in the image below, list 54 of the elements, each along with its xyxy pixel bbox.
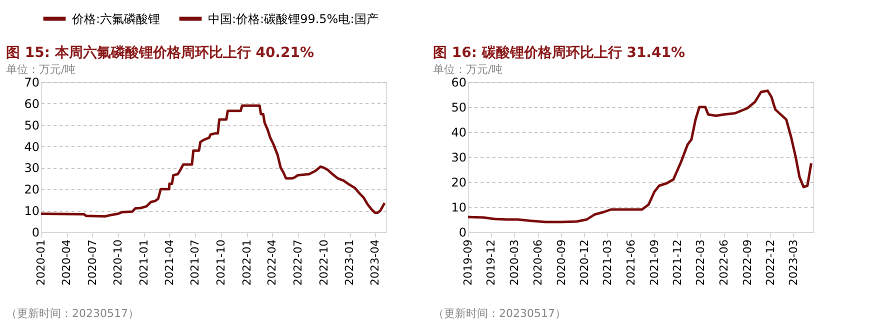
x-tick-label: 2021-09: [648, 240, 661, 286]
y-tick-label: 40: [24, 140, 40, 154]
x-tick-label: 2022-03: [694, 240, 707, 286]
y-tick-label: 30: [451, 150, 466, 164]
x-tick-label: 2020-06: [531, 240, 544, 286]
line-series: [466, 90, 812, 224]
y-tick-label: 20: [451, 176, 466, 190]
y-tick-label: 50: [24, 118, 40, 132]
y-tick-label: 60: [451, 76, 466, 90]
x-tick-label: 2020-09: [554, 240, 568, 286]
x-tick-label: 2019-09: [462, 240, 474, 286]
x-tick-label: 2022-04: [266, 240, 279, 286]
x-tick-label: 2022-12: [764, 240, 777, 286]
text: （更新时间：20230517）: [433, 307, 566, 320]
y-tick-label: 60: [24, 96, 40, 111]
y-tick-label: 0: [32, 226, 40, 240]
text: 单位：万元/吨: [6, 63, 76, 76]
y-tick-label: 30: [24, 161, 40, 176]
y-tick-label: 70: [24, 76, 40, 90]
text: 单位：万元/吨: [433, 63, 503, 76]
x-tick-label: 2021-06: [624, 240, 638, 286]
x-tick-label: 2023-01: [343, 240, 356, 286]
x-tick-label: 2019-12: [484, 240, 498, 286]
y-tick-label: 20: [24, 182, 40, 197]
x-tick-label: 2021-04: [162, 240, 176, 286]
y-tick-label: 10: [24, 204, 40, 218]
legend-label: 价格:六氟磷酸锂: [71, 12, 160, 26]
x-tick-label: 2022-07: [291, 240, 304, 286]
x-tick-label: 2021-07: [188, 240, 202, 286]
y-tick-label: 0: [458, 226, 466, 240]
x-tick-label: 2020-03: [508, 240, 521, 286]
x-tick-label: 2020-04: [60, 240, 74, 286]
x-tick-label: 2021-10: [214, 240, 228, 286]
y-tick-label: 10: [451, 200, 466, 214]
x-tick-label: 2023-04: [368, 240, 382, 286]
x-tick-label: 2022-10: [317, 240, 330, 286]
chart-title: 图 15: 本周六氟磷酸锂价格周环比上行 40.21%: [6, 44, 314, 61]
y-tick-label: 40: [451, 126, 466, 140]
chart-title: 图 16: 碳酸锂价格周环比上行 31.41%: [433, 45, 686, 61]
x-tick-label: 2020-01: [34, 240, 48, 286]
x-tick-label: 2021-01: [138, 240, 151, 286]
y-tick-label: 50: [451, 100, 466, 114]
x-tick-label: 2021-12: [670, 240, 684, 286]
x-tick-label: 2021-03: [600, 240, 614, 286]
x-tick-label: 2020-12: [578, 240, 591, 286]
x-tick-label: 2020-10: [112, 240, 125, 286]
x-tick-label: 2020-07: [86, 240, 99, 286]
x-tick-label: 2022-01: [240, 240, 254, 286]
x-tick-label: 2022-09: [740, 240, 754, 286]
text: （更新时间：20230517）: [6, 307, 139, 320]
x-tick-label: 2022-06: [717, 240, 730, 286]
x-tick-label: 2023-03: [786, 240, 800, 286]
legend-label: 中国:价格:碳酸锂99.5%电:国产: [208, 12, 378, 26]
line-series: [40, 104, 386, 218]
